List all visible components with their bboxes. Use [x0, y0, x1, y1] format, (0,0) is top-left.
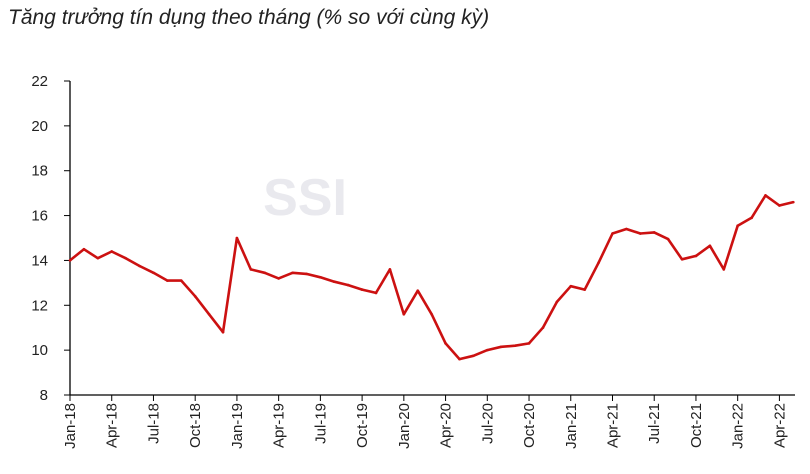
data-point — [249, 268, 253, 271]
data-point — [708, 244, 712, 248]
data-point — [513, 344, 517, 347]
data-point — [291, 271, 294, 275]
data-point — [722, 268, 726, 271]
data-point — [764, 194, 767, 197]
watermark: SSI — [263, 169, 347, 227]
data-point — [263, 271, 267, 275]
data-point — [639, 232, 642, 235]
data-point — [319, 275, 322, 279]
x-tick-label: Oct-20 — [521, 403, 538, 448]
y-tick-label: 22 — [31, 73, 48, 90]
data-point — [235, 236, 239, 240]
data-point — [166, 279, 169, 282]
x-tick-label: Jul-20 — [479, 403, 496, 444]
chart-title: Tăng trưởng tín dụng theo tháng (% so vớ… — [8, 6, 490, 29]
y-tick-label: 18 — [31, 163, 48, 180]
data-point — [569, 284, 573, 288]
x-tick-label: Jan-19 — [229, 403, 246, 449]
data-point — [666, 237, 670, 241]
data-point — [68, 259, 72, 262]
data-point — [736, 224, 739, 227]
data-point — [792, 200, 795, 204]
data-point — [652, 231, 656, 234]
y-tick-label: 10 — [31, 342, 48, 359]
data-point — [277, 277, 280, 280]
data-point — [402, 312, 406, 316]
x-tick-label: Jan-22 — [730, 403, 747, 449]
data-point — [472, 354, 475, 358]
data-point — [82, 247, 86, 251]
data-point — [305, 272, 308, 276]
data-point — [374, 291, 378, 295]
data-point — [555, 300, 559, 304]
data-point — [193, 295, 197, 298]
data-point — [332, 280, 336, 284]
data-point — [778, 204, 781, 207]
data-point — [499, 345, 503, 349]
data-point — [360, 288, 364, 291]
y-tick-label: 14 — [31, 252, 48, 269]
data-point — [486, 348, 489, 352]
x-tick-label: Jul-18 — [145, 403, 162, 444]
x-tick-label: Jan-20 — [396, 403, 413, 449]
y-tick-label: 20 — [31, 118, 48, 135]
data-point — [611, 232, 614, 235]
data-point — [444, 342, 447, 345]
data-point — [597, 261, 600, 264]
x-tick-label: Apr-18 — [104, 403, 121, 448]
data-point — [625, 227, 628, 231]
x-tick-label: Oct-21 — [688, 403, 705, 448]
x-tick-label: Jan-18 — [62, 403, 79, 449]
data-point — [694, 254, 698, 258]
x-tick-label: Oct-19 — [354, 403, 371, 448]
data-point — [680, 258, 684, 261]
data-point — [750, 216, 753, 220]
x-tick-label: Jul-21 — [646, 403, 663, 444]
data-point — [110, 250, 114, 253]
data-point — [138, 264, 141, 268]
data-point — [96, 256, 100, 260]
data-point — [430, 312, 433, 316]
data-point — [221, 330, 225, 334]
y-tick-label: 16 — [31, 208, 48, 225]
data-point — [124, 256, 127, 260]
data-point — [416, 289, 420, 293]
x-tick-label: Jul-19 — [312, 403, 329, 444]
x-tick-label: Apr-19 — [271, 403, 288, 448]
data-point — [346, 283, 350, 287]
data-line — [69, 194, 794, 361]
y-tick-label: 8 — [40, 387, 48, 404]
x-tick-label: Jan-21 — [563, 403, 580, 449]
y-tick-label: 12 — [31, 297, 48, 314]
data-point — [388, 268, 392, 271]
data-point — [458, 357, 461, 361]
x-tick-label: Apr-20 — [438, 403, 455, 448]
data-point — [527, 342, 531, 345]
data-point — [541, 326, 545, 330]
data-point — [583, 288, 586, 291]
x-tick-label: Oct-18 — [187, 403, 204, 448]
x-tick-label: Apr-21 — [604, 403, 621, 448]
data-point — [179, 279, 183, 282]
data-point — [152, 271, 155, 275]
x-tick-label: Apr-22 — [771, 403, 788, 448]
data-point — [207, 312, 211, 316]
